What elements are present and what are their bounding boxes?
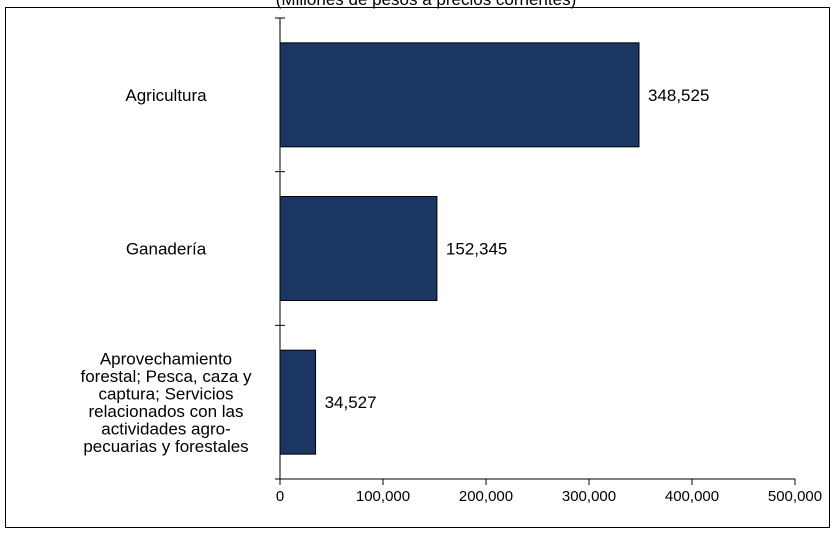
bar — [279, 196, 438, 301]
data-label: 152,345 — [446, 240, 507, 259]
data-label: 34,527 — [325, 393, 377, 412]
chart-frame — [5, 7, 830, 528]
x-tick-label: 100,000 — [356, 488, 410, 505]
bar — [279, 42, 640, 148]
category-label: Ganadería — [126, 240, 207, 259]
x-tick-label: 200,000 — [459, 488, 513, 505]
plot-area: 0 100,000 200,000 300,000 400,000 500,000 348,… — [80, 17, 822, 505]
chart-subtitle: (Millones de pesos a precios corrientes) — [276, 0, 576, 9]
data-label: 348,525 — [648, 86, 709, 105]
category-label: Aprovechamiento forestal; Pesca, caza y ca… — [80, 349, 252, 456]
x-tick-label: 0 — [276, 488, 284, 505]
x-tick-label: 500,000 — [768, 488, 822, 505]
x-tick-label: 400,000 — [665, 488, 719, 505]
bar — [279, 349, 317, 455]
x-tick-label: 300,000 — [562, 488, 616, 505]
category-label: Agricultura — [125, 86, 207, 105]
